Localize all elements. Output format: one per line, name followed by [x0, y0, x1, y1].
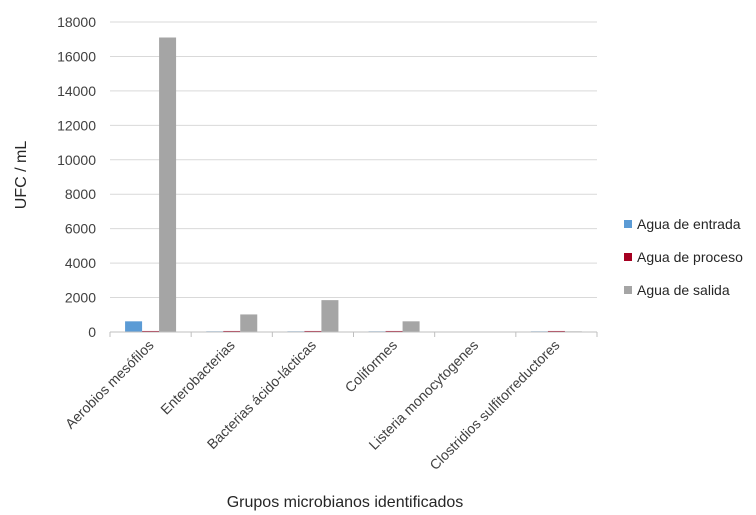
y-tick-label: 18000: [57, 14, 96, 30]
y-tick-label: 6000: [65, 221, 96, 237]
legend-swatch: [624, 220, 632, 228]
y-tick-label: 12000: [57, 117, 96, 133]
legend-label: Agua de entrada: [637, 216, 741, 232]
legend-label: Agua de salida: [637, 282, 730, 298]
y-tick-label: 8000: [65, 186, 96, 202]
bar: [223, 330, 241, 332]
gridlines: [109, 21, 598, 337]
y-tick-label: 0: [88, 324, 96, 340]
bar: [125, 321, 143, 332]
y-tick-labels: 0 2000 4000 6000 8000 10000 12000 14000 16000 180…: [57, 14, 96, 340]
bar: [304, 330, 322, 332]
bar: [402, 321, 420, 332]
x-category-label: Aerobios mesófilos: [62, 337, 157, 432]
bar: [385, 330, 403, 332]
x-category-labels: Aerobios mesófilos EnterobacteriasBacteri…: [62, 337, 563, 473]
y-tick-label: 16000: [57, 48, 96, 64]
bar: [142, 330, 160, 332]
legend-label: Agua de proceso: [637, 249, 743, 265]
legend-swatch: [624, 253, 632, 261]
y-tick-label: 14000: [57, 83, 96, 99]
bar: [240, 314, 258, 332]
bar: [547, 330, 565, 332]
legend: Agua de entrada Agua de proceso Agua de sa…: [624, 216, 743, 298]
bar: [159, 37, 177, 332]
bars: [125, 37, 582, 332]
bar: [321, 300, 339, 332]
x-axis-title: Grupos microbianos identificados: [227, 494, 464, 511]
y-tick-label: 2000: [65, 290, 96, 306]
x-category-label: Coliformes: [342, 337, 401, 396]
legend-swatch: [624, 286, 632, 294]
y-tick-label: 10000: [57, 152, 96, 168]
x-category-label: Enterobacterias: [157, 337, 238, 418]
y-axis-title: UFC / mL: [13, 141, 30, 210]
x-category-label: Clostridios sulfitorreductores: [426, 337, 562, 473]
y-tick-label: 4000: [65, 255, 96, 271]
